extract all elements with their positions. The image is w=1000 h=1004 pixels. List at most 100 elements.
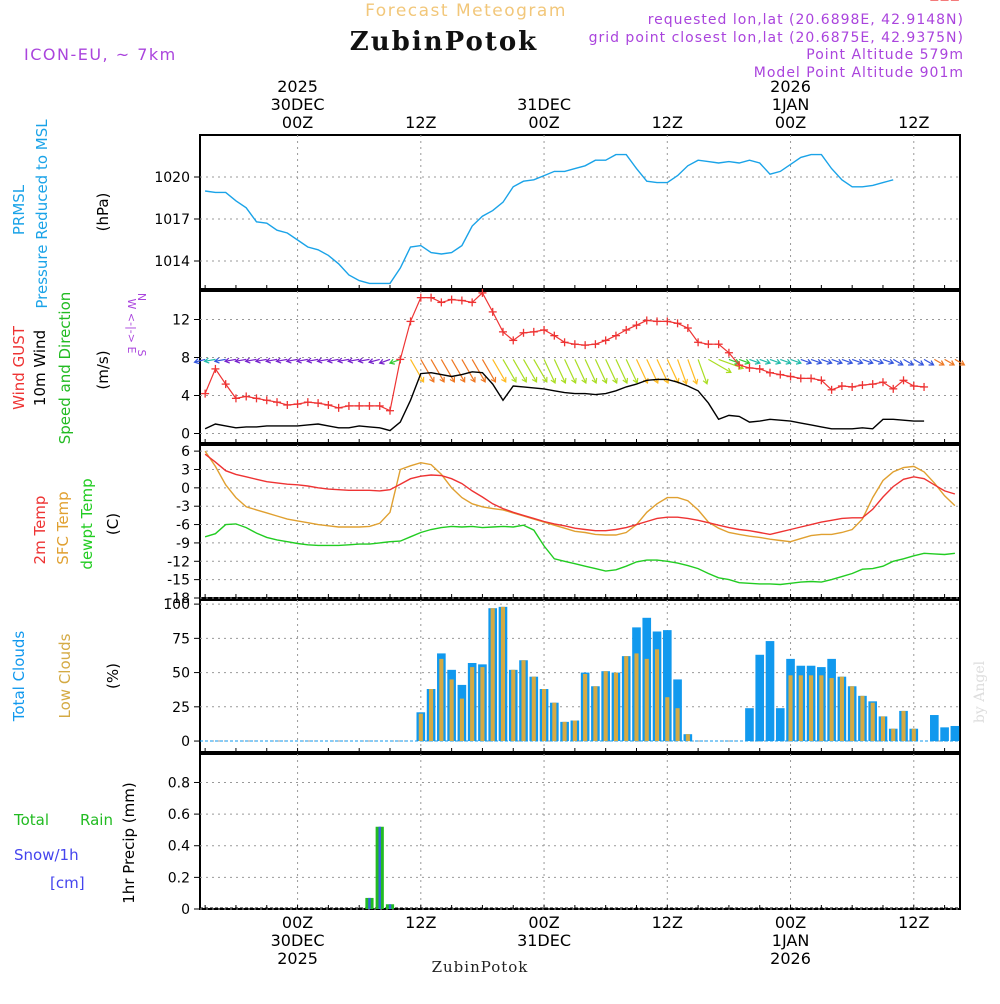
wind-10m-line [204, 371, 925, 432]
gust-label: Wind GUST [10, 325, 28, 410]
low-cloud-bar [572, 720, 577, 742]
low-cloud-bar [542, 689, 547, 742]
time-label-bottom: 2025 [277, 949, 318, 968]
precip-rain-bar [378, 826, 381, 909]
low-cloud-bar [613, 672, 618, 742]
y-tick-label: 12 [172, 313, 190, 329]
wind-arrow-head [470, 376, 476, 383]
wind-arrow [235, 358, 247, 362]
low-cloud-bar [552, 702, 557, 742]
low-cloud-bar [685, 734, 690, 742]
pressure-msl-label: Pressure Reduced to MSL [33, 119, 51, 309]
total-cloud-bar [775, 708, 785, 742]
wind-arrow-head [785, 358, 792, 365]
dewpt-label: dewpt Temp [78, 478, 96, 569]
compass-south: S [135, 350, 148, 357]
total-cloud-bar [755, 654, 765, 742]
wind-arrow-head [439, 376, 445, 383]
prmsl-label: PRMSL [10, 184, 28, 235]
wind-arrow [738, 358, 750, 364]
low-cloud-bar [901, 710, 906, 742]
panel-frame [199, 599, 961, 753]
wind-arrow [625, 359, 638, 384]
wind-arrow-head [601, 377, 608, 385]
wind-arrow-head [836, 358, 844, 365]
total-cloud-bar [930, 715, 939, 742]
wind-arrow [440, 359, 455, 383]
y-tick-label: -18 [167, 591, 190, 607]
low-cloud-bar [788, 675, 793, 742]
temp2m-label: 2m Temp [31, 496, 49, 565]
temp-unit: (C) [104, 513, 122, 535]
time-label-top: 31DEC [517, 95, 571, 114]
total-cloud-bar [950, 725, 960, 742]
wind-arrow-head [490, 376, 497, 383]
wind-arrow [225, 358, 237, 362]
y-tick-label: 25 [172, 700, 190, 716]
precip-total-label: Total [13, 811, 49, 829]
wind-arrow [574, 359, 587, 384]
low-cloud-bar [665, 697, 670, 742]
y-tick-label: 1017 [154, 212, 190, 228]
wind-arrow-head [857, 358, 864, 365]
low-cloud-bar [583, 673, 588, 742]
wind-arrow [615, 359, 628, 384]
low-cloud-bar [644, 658, 649, 742]
time-label-bottom: 00Z [528, 913, 559, 932]
wind-arrow-head [521, 376, 527, 383]
total-cloud-bar [765, 641, 775, 742]
time-label-top: 00Z [282, 113, 313, 132]
wind-arrow [245, 358, 257, 362]
y-tick-label: 4 [181, 389, 190, 405]
low-cloud-bar [819, 675, 824, 742]
wind-arrow [379, 358, 391, 364]
panel-frame [199, 134, 961, 290]
wind-arrow [553, 359, 566, 384]
wind-arrow-head [347, 357, 354, 364]
wind-arrow [204, 358, 216, 362]
time-label-bottom: 12Z [652, 913, 683, 932]
wind-arrow [584, 359, 597, 384]
wind-arrow [944, 358, 955, 366]
wind-arrow [430, 359, 445, 383]
wind-arrow-head [622, 377, 629, 385]
wind-arrow [337, 358, 350, 362]
low-cloud-bar [850, 686, 855, 742]
wind-arrow-head [847, 358, 854, 365]
wind-arrow [512, 359, 527, 383]
wind-arrow [851, 358, 863, 364]
wind-arrow-head [326, 357, 333, 364]
low-cloud-bar [675, 708, 680, 742]
low-cloud-bar [418, 713, 423, 742]
y-tick-label: -15 [167, 573, 190, 589]
wind-arrow-head [692, 378, 699, 385]
low-cloud-bar [429, 689, 434, 742]
panel-frame [199, 753, 961, 910]
wind-arrow [533, 359, 548, 383]
precip-labels: Total Rain Snow/1h [cm] 1hr Precip (mm) [13, 782, 138, 903]
wind-arrow-head [775, 358, 782, 365]
wind-arrow [666, 359, 679, 384]
wind-arrow [327, 358, 339, 362]
y-tick-label: 0 [181, 427, 190, 443]
wind-arrow [749, 358, 761, 364]
wind-arrow-head [928, 360, 935, 366]
low-cloud-bar [500, 606, 506, 742]
pressure-labels: PRMSL Pressure Reduced to MSL (hPa) [10, 119, 112, 309]
wind-arrow-head [388, 358, 395, 365]
wind-arrow-head [234, 357, 241, 364]
wind-arrow-head [203, 357, 210, 364]
wind-arrow-head [367, 358, 375, 365]
wind-arrow-head [959, 360, 966, 366]
wind-arrow [348, 358, 360, 362]
low-cloud-bar [634, 653, 639, 742]
wind-arrow-head [244, 357, 251, 364]
wind-arrow [810, 358, 822, 364]
wind-unit: (m/s) [94, 350, 112, 389]
total-cloud-bar [745, 708, 754, 742]
low-cloud-bar [459, 698, 464, 742]
wind-arrow [841, 358, 853, 364]
y-tick-label: -9 [176, 536, 190, 552]
